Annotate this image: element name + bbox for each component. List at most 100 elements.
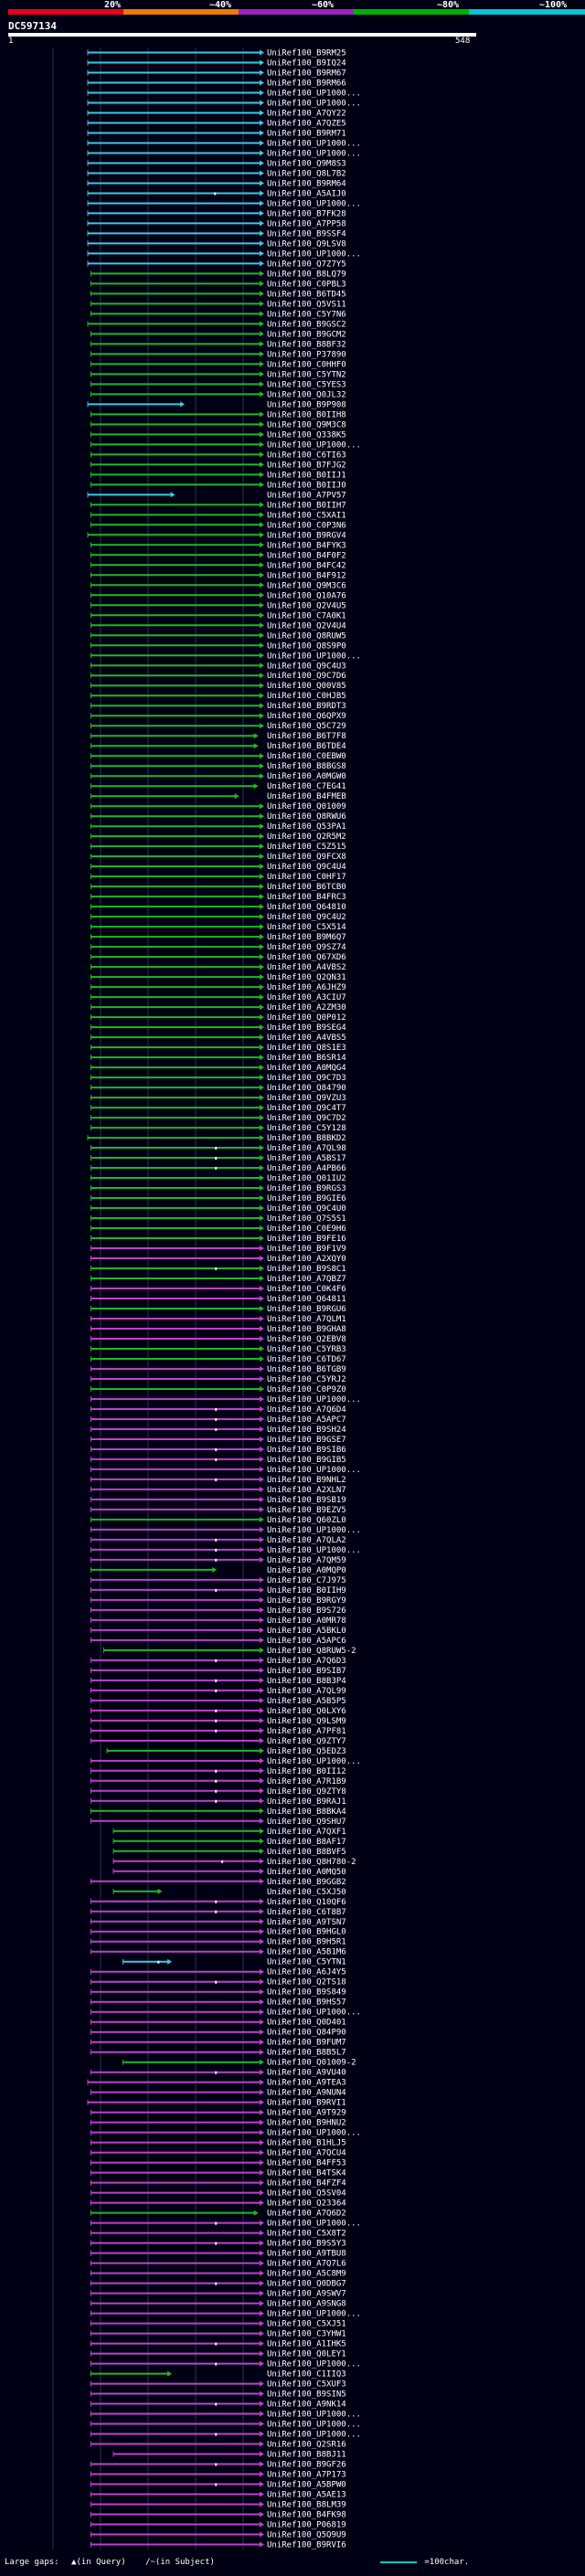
hit-label[interactable]: UniRef100_Q2TS18 <box>267 1978 346 1988</box>
hit-label[interactable]: UniRef100_UP1000... <box>267 2220 361 2229</box>
hit-row[interactable]: UniRef100_B9H5R1 <box>90 1938 346 1947</box>
hit-row[interactable]: UniRef100_B9S726 <box>90 1606 346 1616</box>
hit-label[interactable]: UniRef100_Q9C7D6 <box>267 672 346 681</box>
hit-label[interactable]: UniRef100_A7QLA2 <box>267 1536 346 1545</box>
hit-row[interactable]: UniRef100_A7QBZ7 <box>90 1275 346 1284</box>
hit-row[interactable]: UniRef100_Q01IU2 <box>90 1174 346 1183</box>
hit-label[interactable]: UniRef100_Q8RWU6 <box>267 812 346 822</box>
hit-label[interactable]: UniRef100_Q01IU2 <box>267 1174 346 1183</box>
hit-row[interactable]: UniRef100_B9SSF4 <box>87 229 346 239</box>
hit-row[interactable]: UniRef100_B9RGV4 <box>87 531 346 540</box>
hit-label[interactable]: UniRef100_B9RGS3 <box>267 1184 346 1193</box>
hit-label[interactable]: UniRef100_C5XUF3 <box>267 2380 346 2390</box>
hit-row[interactable]: UniRef100_B9S8C1 <box>90 1265 346 1274</box>
hit-row[interactable]: UniRef100_A0MQP0 <box>90 1566 346 1575</box>
hit-row[interactable]: UniRef100_C0P9Z0 <box>90 1385 346 1394</box>
hit-label[interactable]: UniRef100_C7EG41 <box>267 782 346 791</box>
hit-label[interactable]: UniRef100_C5XJ51 <box>267 2320 346 2329</box>
hit-label[interactable]: UniRef100_B4FYK3 <box>267 541 346 550</box>
hit-label[interactable]: UniRef100_UP1000... <box>267 249 361 259</box>
hit-row[interactable]: UniRef100_A7QZE5 <box>87 119 346 128</box>
hit-row[interactable]: UniRef100_B4FMEB <box>90 792 346 801</box>
hit-label[interactable]: UniRef100_Q0JL32 <box>267 390 346 399</box>
hit-row[interactable]: UniRef100_B4FZF4 <box>90 2179 346 2189</box>
hit-row[interactable]: UniRef100_B0IIJ0 <box>90 481 346 490</box>
hit-row[interactable]: UniRef100_C1IIQ3 <box>90 2370 346 2380</box>
hit-label[interactable]: UniRef100_UP1000... <box>267 1466 361 1475</box>
hit-label[interactable]: UniRef100_A7Q6D2 <box>267 2210 346 2219</box>
hit-label[interactable]: UniRef100_Q2R5M2 <box>267 832 346 842</box>
hit-label[interactable]: UniRef100_B9FE16 <box>267 1235 346 1244</box>
hit-label[interactable]: UniRef100_A7QLM1 <box>267 1315 346 1324</box>
hit-label[interactable]: UniRef100_C5YRB3 <box>267 1345 346 1354</box>
hit-row[interactable]: UniRef100_UP1000... <box>90 2411 361 2420</box>
hit-label[interactable]: UniRef100_Q9ZTY7 <box>267 1737 346 1746</box>
hit-label[interactable]: UniRef100_UP1000... <box>267 2129 361 2138</box>
hit-label[interactable]: UniRef100_Q338K5 <box>267 430 346 440</box>
hit-row[interactable]: UniRef100_A0MQ50 <box>112 1868 346 1877</box>
hit-label[interactable]: UniRef100_Q7S5S1 <box>267 1214 346 1224</box>
hit-row[interactable]: UniRef100_A5BKL0 <box>90 1627 346 1636</box>
hit-label[interactable]: UniRef100_Q9C4U0 <box>267 1204 346 1214</box>
hit-row[interactable]: UniRef100_C5YRB3 <box>90 1345 346 1354</box>
hit-label[interactable]: UniRef100_B9GSC2 <box>267 320 346 329</box>
hit-label[interactable]: UniRef100_Q9M3C6 <box>267 581 346 590</box>
hit-label[interactable]: UniRef100_A9TBU8 <box>267 2250 346 2259</box>
hit-label[interactable]: UniRef100_C1IIQ3 <box>267 2370 346 2380</box>
hit-row[interactable]: UniRef100_C5X8T2 <box>90 2230 346 2239</box>
hit-label[interactable]: UniRef100_B4FF53 <box>267 2159 346 2168</box>
hit-label[interactable]: UniRef100_B4FMEB <box>267 792 346 801</box>
hit-row[interactable]: UniRef100_B4FC42 <box>90 561 346 570</box>
hit-label[interactable]: UniRef100_B9SSF4 <box>267 229 346 239</box>
hit-label[interactable]: UniRef100_A0MR78 <box>267 1617 346 1626</box>
hit-row[interactable]: UniRef100_B8BF32 <box>90 340 346 349</box>
hit-row[interactable]: UniRef100_UP1000... <box>90 652 361 661</box>
hit-row[interactable]: UniRef100_B6TD45 <box>90 290 346 299</box>
hit-row[interactable]: UniRef100_Q2V4U4 <box>90 621 346 631</box>
hit-row[interactable]: UniRef100_Q2SR16 <box>90 2441 346 2450</box>
hit-label[interactable]: UniRef100_UP1000... <box>267 2431 361 2440</box>
hit-row[interactable]: UniRef100_A6JHZ9 <box>90 983 346 992</box>
hit-label[interactable]: UniRef100_B9GF26 <box>267 2461 346 2470</box>
hit-row[interactable]: UniRef100_A9SWV7 <box>90 2290 346 2299</box>
hit-label[interactable]: UniRef100_Q53PA1 <box>267 822 346 832</box>
hit-row[interactable]: UniRef100_B9GSE7 <box>90 1436 346 1445</box>
hit-row[interactable]: UniRef100_C0PBL3 <box>90 280 346 289</box>
hit-row[interactable]: UniRef100_Q67XD6 <box>90 953 346 962</box>
hit-row[interactable]: UniRef100_B0IIJ1 <box>90 471 346 480</box>
hit-row[interactable]: UniRef100_A1IHK5 <box>90 2340 346 2349</box>
hit-label[interactable]: UniRef100_Q8S9P0 <box>267 641 346 651</box>
hit-row[interactable]: UniRef100_B9S5Y3 <box>90 2240 346 2249</box>
hit-label[interactable]: UniRef100_B6T7F8 <box>267 732 346 741</box>
hit-label[interactable]: UniRef100_B0II12 <box>267 1767 346 1776</box>
hit-label[interactable]: UniRef100_B8BGS8 <box>267 762 346 771</box>
hit-label[interactable]: UniRef100_A5C8M9 <box>267 2270 346 2279</box>
hit-row[interactable]: UniRef100_A6J4Y5 <box>90 1968 346 1977</box>
hit-label[interactable]: UniRef100_P37890 <box>267 350 346 359</box>
hit-label[interactable]: UniRef100_Q84P90 <box>267 2029 346 2038</box>
hit-label[interactable]: UniRef100_Q0LEY1 <box>267 2350 346 2359</box>
hit-label[interactable]: UniRef100_Q9C7D2 <box>267 1114 346 1123</box>
hit-label[interactable]: UniRef100_C5XJ50 <box>267 1888 346 1897</box>
hit-label[interactable]: UniRef100_B0IIH7 <box>267 501 346 510</box>
hit-row[interactable]: UniRef100_Q9FCX8 <box>90 853 346 862</box>
hit-label[interactable]: UniRef100_B4FK98 <box>267 2511 346 2520</box>
hit-label[interactable]: UniRef100_B9RM64 <box>267 179 346 188</box>
hit-row[interactable]: UniRef100_Q8RUW5 <box>90 631 346 641</box>
hit-row[interactable]: UniRef100_Q9LSV8 <box>87 239 346 249</box>
hit-row[interactable]: UniRef100_Q01009 <box>90 802 346 811</box>
hit-row[interactable]: UniRef100_A7QL98 <box>90 1144 346 1153</box>
hit-label[interactable]: UniRef100_Q0LXY6 <box>267 1707 346 1716</box>
hit-label[interactable]: UniRef100_Q9C7D3 <box>267 1074 346 1083</box>
hit-label[interactable]: UniRef100_B4FC42 <box>267 561 346 570</box>
hit-row[interactable]: UniRef100_B0II12 <box>90 1767 346 1776</box>
hit-label[interactable]: UniRef100_A7PV57 <box>267 491 346 500</box>
hit-label[interactable]: UniRef100_B9M6Q7 <box>267 933 346 942</box>
hit-row[interactable]: UniRef100_C5XAI1 <box>90 511 346 520</box>
hit-row[interactable]: UniRef100_A9NK14 <box>90 2401 346 2410</box>
hit-row[interactable]: UniRef100_B9RM66 <box>87 79 346 88</box>
hit-row[interactable]: UniRef100_Q0LXY6 <box>90 1707 346 1716</box>
hit-label[interactable]: UniRef100_Q8S1E3 <box>267 1044 346 1053</box>
hit-row[interactable]: UniRef100_Q53PA1 <box>90 822 346 832</box>
hit-row[interactable]: UniRef100_C0HJB5 <box>90 692 346 701</box>
